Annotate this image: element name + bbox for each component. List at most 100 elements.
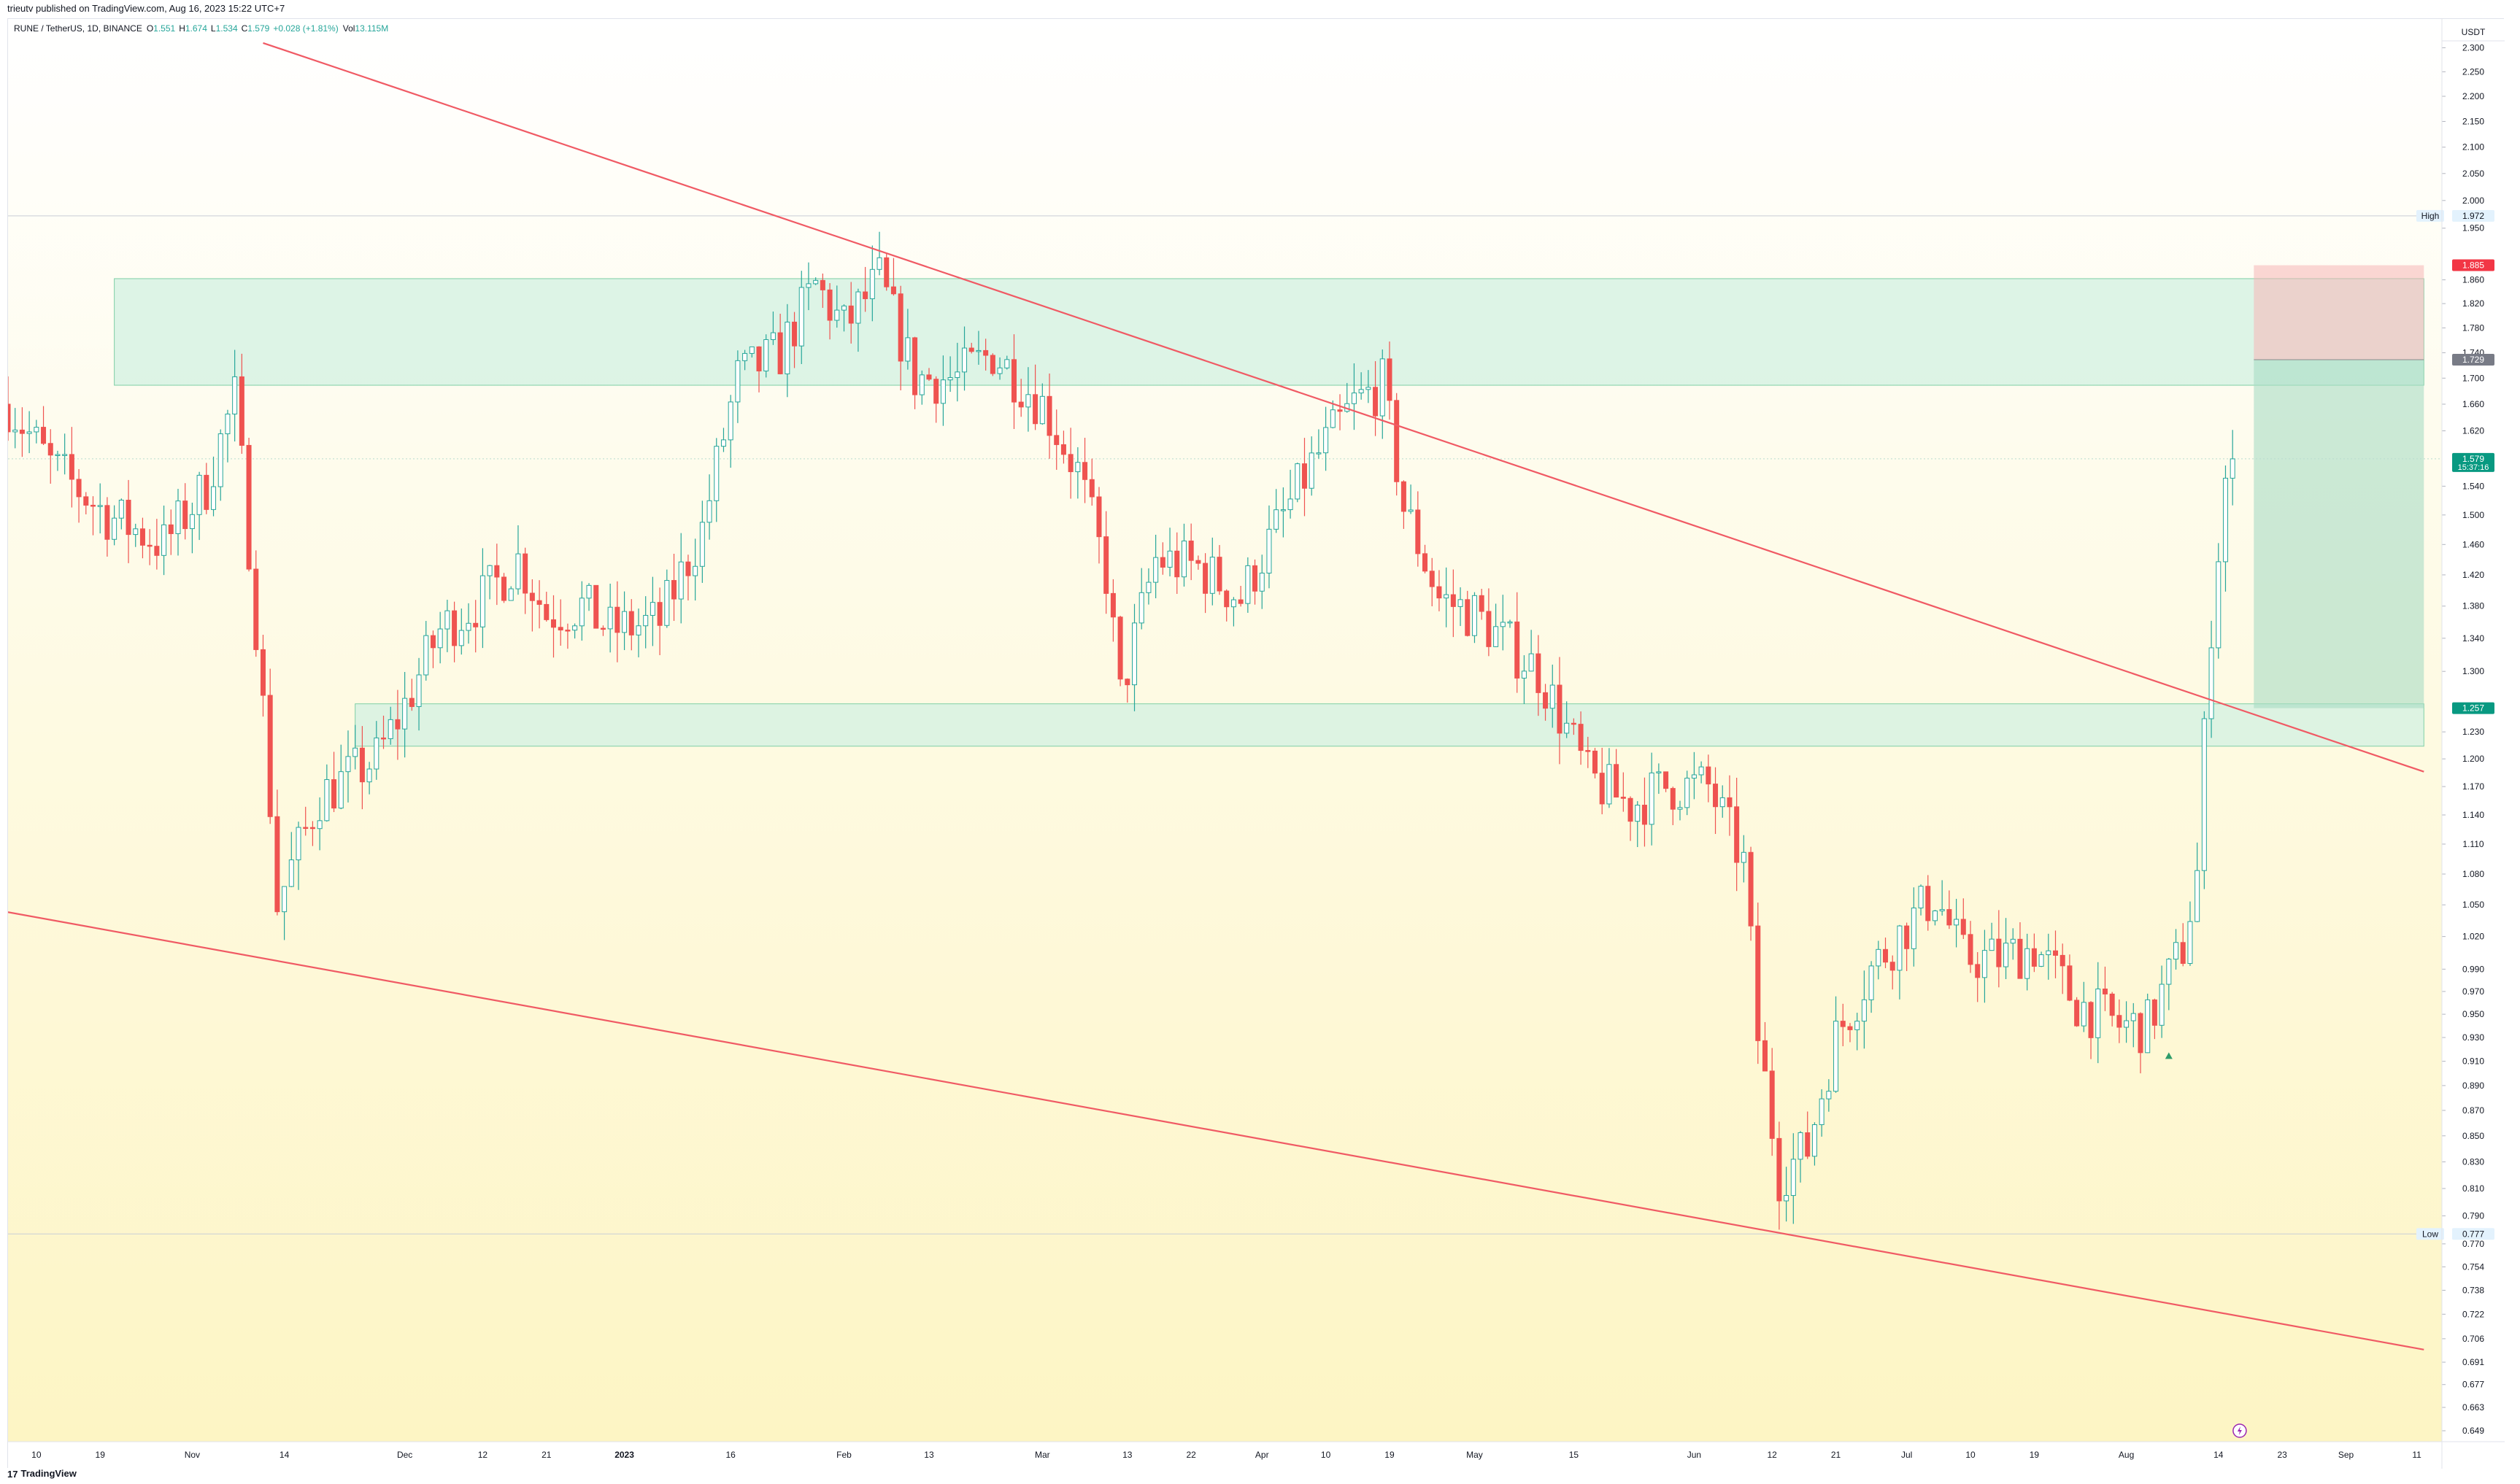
candle-body bbox=[104, 505, 110, 540]
candle-body bbox=[2074, 1000, 2080, 1027]
trendline-lower bbox=[8, 911, 2424, 1350]
candle-body bbox=[1011, 359, 1017, 403]
price-tick-label: 2.250 bbox=[2462, 66, 2484, 77]
time-tick-label: 11 bbox=[2412, 1450, 2421, 1460]
candle-body bbox=[1876, 948, 1881, 967]
time-tick-label: 13 bbox=[924, 1450, 934, 1460]
chart-frame[interactable]: 2.300 2.250 2.200 2.150 2.100 2.050 2.000 1.950… bbox=[7, 18, 2505, 1469]
candle-body bbox=[933, 379, 939, 404]
candle-body bbox=[1811, 1124, 1817, 1157]
candle-body bbox=[1571, 722, 1576, 725]
candle-body bbox=[1309, 452, 1314, 489]
candle-body bbox=[1861, 999, 1867, 1022]
price-axis-background bbox=[2442, 19, 2505, 1469]
candle-body bbox=[76, 479, 82, 498]
price-tick-label: 2.200 bbox=[2462, 91, 2484, 101]
candle-body bbox=[204, 474, 209, 510]
zone-support bbox=[355, 703, 2424, 747]
time-tick-label: Mar bbox=[1035, 1450, 1050, 1460]
price-tick-label: 0.663 bbox=[2462, 1402, 2484, 1412]
price-tick-label: 0.970 bbox=[2462, 986, 2484, 997]
candle-body bbox=[912, 337, 918, 395]
candle-body bbox=[2145, 999, 2151, 1054]
candle-body bbox=[12, 429, 18, 433]
price-axis[interactable]: 2.300 2.250 2.200 2.150 2.100 2.050 2.000 1.950… bbox=[2416, 19, 2505, 1469]
candle-body bbox=[1422, 553, 1428, 572]
tradingview-footer[interactable]: 17 TradingView bbox=[7, 1468, 77, 1484]
candle-body bbox=[1635, 805, 1641, 822]
candle-body bbox=[1408, 509, 1414, 512]
candle-body bbox=[2046, 950, 2051, 956]
candle-body bbox=[529, 592, 535, 601]
last-price-value: 1.579 bbox=[2462, 454, 2484, 464]
time-tick-label: 21 bbox=[542, 1450, 552, 1460]
candle-body bbox=[1500, 622, 1506, 627]
candle-body bbox=[1373, 387, 1379, 417]
candle-body bbox=[253, 568, 259, 650]
time-tick-label: May bbox=[1466, 1450, 1483, 1460]
candle-body bbox=[324, 779, 330, 822]
candle-body bbox=[246, 444, 252, 570]
candle-body bbox=[990, 355, 995, 374]
candle-body bbox=[1266, 528, 1272, 573]
candle-body bbox=[1096, 496, 1102, 538]
candle-body bbox=[841, 305, 847, 311]
candle-body bbox=[1330, 409, 1336, 428]
candle-body bbox=[2138, 1013, 2143, 1054]
candle-body bbox=[1379, 358, 1385, 417]
price-chart[interactable]: 2.300 2.250 2.200 2.150 2.100 2.050 2.000 1.950… bbox=[8, 19, 2505, 1469]
candle-body bbox=[572, 625, 578, 631]
candle-body bbox=[2109, 993, 2115, 1016]
candle-body bbox=[1025, 394, 1031, 408]
candle-body bbox=[1089, 479, 1095, 498]
time-axis[interactable]: 10 19 Nov 14 Dec 12 21 2023 16 Feb 13 Mar 13 22 Apr 10 1… bbox=[8, 1441, 2505, 1460]
candle-body bbox=[1564, 722, 1570, 734]
candle-body bbox=[41, 427, 47, 444]
price-tick-label: 0.754 bbox=[2462, 1261, 2484, 1272]
tradingview-logo-icon: 17 bbox=[7, 1469, 18, 1480]
currency-label: USDT bbox=[2462, 27, 2486, 37]
time-tick-label: 14 bbox=[2213, 1450, 2224, 1460]
last-price-badge bbox=[2452, 452, 2494, 472]
candle-body bbox=[69, 454, 74, 480]
candle-body bbox=[1599, 773, 1605, 805]
candle-body bbox=[1620, 797, 1626, 799]
candle-body bbox=[1365, 387, 1371, 390]
candle-body bbox=[2159, 983, 2165, 1026]
candle-body bbox=[1677, 807, 1683, 810]
time-tick-label: 16 bbox=[725, 1450, 736, 1460]
candle-body bbox=[1847, 1026, 1853, 1030]
candle-body bbox=[869, 268, 875, 299]
price-tick-label: 0.930 bbox=[2462, 1032, 2484, 1043]
candle-body bbox=[1203, 563, 1209, 594]
price-tick-label: 0.810 bbox=[2462, 1183, 2484, 1194]
candle-body bbox=[1585, 750, 1591, 752]
candle-body bbox=[671, 580, 677, 600]
candle-body bbox=[536, 600, 542, 605]
candle-body bbox=[1131, 622, 1138, 686]
candle-body bbox=[550, 619, 556, 628]
price-tick-label: 0.706 bbox=[2462, 1334, 2484, 1344]
price-tick-label: 1.110 bbox=[2462, 839, 2484, 849]
candle-body bbox=[1047, 395, 1052, 436]
candle-body bbox=[1883, 948, 1889, 963]
candle-body bbox=[1968, 934, 1973, 965]
candle-body bbox=[196, 474, 202, 515]
candle-body bbox=[83, 496, 89, 506]
candle-body bbox=[1719, 797, 1725, 808]
trendline-upper bbox=[263, 42, 2424, 773]
candle-body bbox=[47, 443, 53, 456]
candle-body bbox=[1259, 572, 1265, 592]
candle-body bbox=[2038, 954, 2044, 967]
candle-body bbox=[1493, 626, 1499, 647]
candle-body bbox=[1592, 750, 1598, 774]
candle-body bbox=[34, 427, 39, 433]
candle-body bbox=[1068, 454, 1074, 473]
candle-body bbox=[1776, 1137, 1782, 1202]
candle-body bbox=[777, 332, 783, 374]
low-value: 0.777 bbox=[2462, 1229, 2484, 1239]
candle-body bbox=[1939, 909, 1945, 911]
price-tick-label: 2.100 bbox=[2462, 142, 2484, 152]
candle-body bbox=[1230, 599, 1236, 608]
time-tick-label: 19 bbox=[1384, 1450, 1395, 1460]
